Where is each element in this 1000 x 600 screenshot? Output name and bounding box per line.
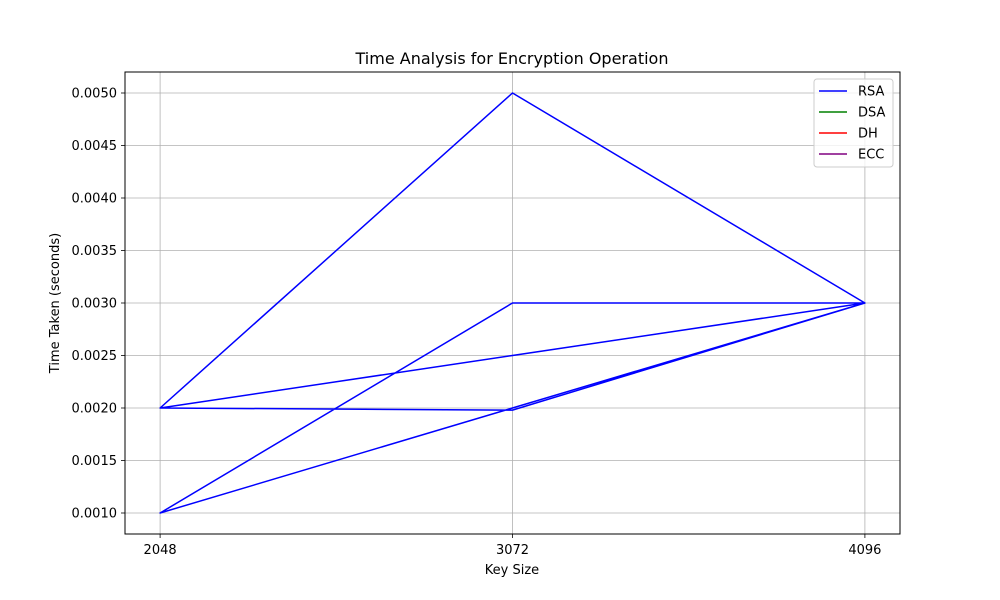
y-tick-label: 0.0040 — [72, 192, 118, 207]
y-tick-label: 0.0025 — [72, 349, 118, 364]
series-line-rsa — [159, 92, 866, 514]
legend-label-ecc: ECC — [858, 148, 884, 163]
x-tick-label: 3072 — [496, 543, 529, 558]
y-tick-label: 0.0015 — [72, 454, 118, 469]
y-tick-label: 0.0035 — [72, 244, 118, 259]
chart-title: Time Analysis for Encryption Operation — [355, 49, 669, 68]
x-tick-label: 4096 — [848, 543, 881, 558]
y-tick-label: 0.0050 — [72, 87, 118, 102]
x-axis-ticks: 2048 3072 4096 — [144, 534, 881, 558]
y-tick-label: 0.0020 — [72, 402, 118, 417]
legend-label-dh: DH — [858, 127, 878, 142]
y-tick-label: 0.0030 — [72, 297, 118, 312]
y-axis-ticks: 0.0010 0.0015 0.0020 0.0025 0.0030 0.0035 0.00… — [72, 87, 125, 522]
legend-label-rsa: RSA — [858, 85, 885, 100]
legend: RSA DSA DH ECC — [813, 78, 894, 168]
x-axis-label: Key Size — [485, 563, 539, 578]
x-tick-label: 2048 — [144, 543, 177, 558]
legend-box — [813, 78, 894, 168]
series-lines — [159, 92, 866, 514]
legend-label-dsa: DSA — [858, 106, 886, 121]
y-axis-label: Time Taken (seconds) — [48, 233, 63, 374]
y-tick-label: 0.0010 — [72, 507, 118, 522]
y-tick-label: 0.0045 — [72, 139, 118, 154]
